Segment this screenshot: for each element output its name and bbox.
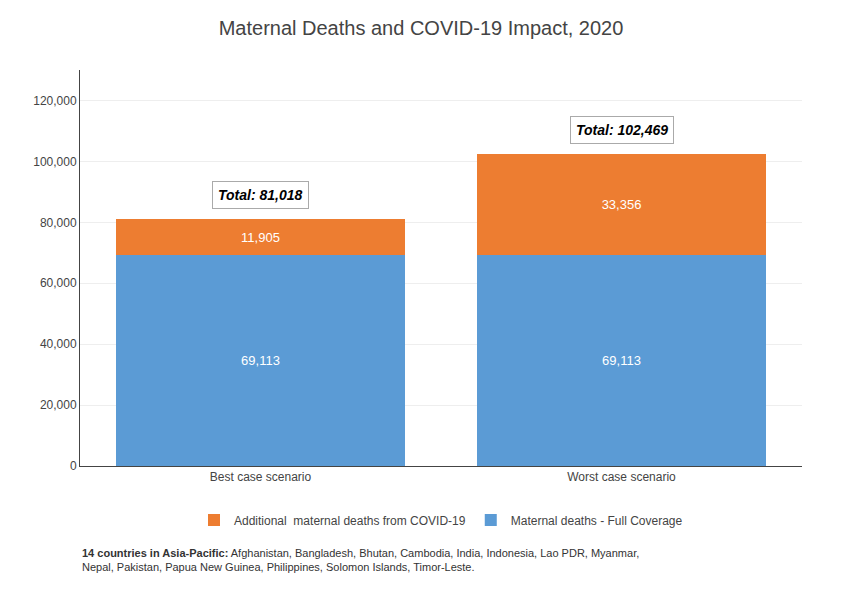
svg-text:40,000: 40,000 [40, 337, 77, 351]
svg-text:Worst case scenario: Worst case scenario [567, 470, 676, 484]
svg-text:100,000: 100,000 [33, 155, 77, 169]
svg-text:14 countries in Asia-Pacific:: 14 countries in Asia-Pacific: Afghanista… [82, 547, 639, 573]
svg-text:Maternal Deaths and COVID-19 I: Maternal Deaths and COVID-19 Impact, 202… [219, 17, 624, 39]
svg-text:33,356: 33,356 [602, 197, 642, 212]
svg-text:11,905: 11,905 [241, 230, 280, 245]
svg-text:20,000: 20,000 [40, 398, 77, 412]
svg-text:Maternal deaths - Full Coverag: Maternal deaths - Full Coverage [511, 514, 683, 528]
svg-text:Total: 81,018: Total: 81,018 [218, 187, 303, 203]
svg-text:Total: 102,469: Total: 102,469 [576, 122, 668, 138]
svg-text:Additional maternal deaths fr: Additional maternal deaths from COVID-19 [234, 514, 466, 528]
svg-text:0: 0 [70, 459, 77, 473]
svg-text:120,000: 120,000 [33, 94, 77, 108]
svg-text:60,000: 60,000 [40, 276, 77, 290]
svg-text:80,000: 80,000 [40, 216, 77, 230]
svg-text:69,113: 69,113 [602, 353, 641, 368]
svg-text:Best case scenario: Best case scenario [210, 470, 312, 484]
svg-text:69,113: 69,113 [241, 353, 280, 368]
